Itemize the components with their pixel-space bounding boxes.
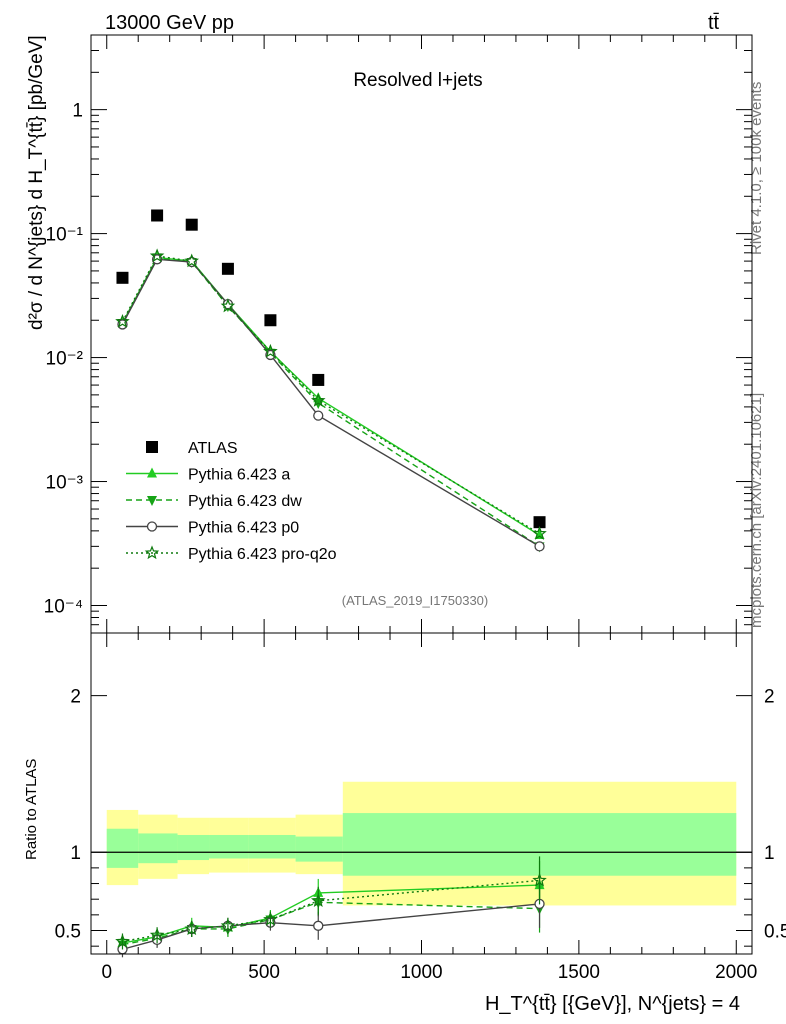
data-point-0-0	[116, 271, 129, 284]
data-point-4-4	[263, 343, 278, 358]
series-line-1	[121, 256, 540, 536]
data-point-0-4	[264, 314, 277, 327]
ratio-y-tick-label-right: 1	[764, 843, 775, 864]
inner-uncertainty-band	[295, 836, 343, 862]
legend-marker-1	[147, 467, 157, 478]
ratio-point-3-1	[149, 927, 165, 942]
data-point-0-2	[185, 218, 198, 231]
data-point-4-0	[115, 313, 130, 328]
ratio-line-1	[122, 901, 540, 946]
ratio-y-tick-label: 0.5	[55, 922, 81, 943]
data-point-4-1	[149, 248, 165, 263]
y-tick-label: 10⁻⁴	[44, 596, 83, 617]
y-tick-label: 10⁻³	[46, 473, 84, 494]
y-axis-label: d²σ / d N^{jets} d H_T^{tt̄} [pb/GeV]	[26, 35, 47, 330]
ratio-y-tick-label: 1	[70, 843, 81, 864]
ratio-y-tick-label-right: 0.5	[764, 922, 786, 943]
main-plot-area	[115, 209, 547, 553]
y-tick-label: 10⁻¹	[46, 225, 84, 246]
y-tick-label: 10⁻²	[46, 349, 84, 370]
data-point-0-1	[151, 209, 164, 222]
inner-uncertainty-band	[248, 834, 296, 859]
data-point-0-5	[312, 373, 325, 386]
x-tick-label: 1000	[400, 962, 442, 983]
mcplots-label: mcplots.cern.ch [arXiv:2401.10621]	[748, 393, 765, 628]
x-axis-label: H_T^{tt̄} [{GeV}], N^{jets} = 4	[485, 993, 740, 1015]
series-line-2	[121, 257, 540, 547]
x-tick-label: 500	[248, 962, 280, 983]
data-point-3-2	[186, 256, 197, 268]
legend-label-2: Pythia 6.423 dw	[188, 493, 302, 510]
ratio-point-3-4	[263, 911, 278, 926]
ratio-point-3-6	[532, 872, 547, 887]
inner-uncertainty-band	[177, 834, 210, 861]
main-axis-ticks: 1 10⁻¹ 10⁻² 10⁻³ 10⁻⁴	[44, 34, 752, 634]
ratio-y-axis-label: Ratio to ATLAS	[23, 759, 40, 860]
data-point-0-3	[221, 262, 234, 275]
x-tick-label: 0	[101, 962, 112, 983]
ratio-axis-ticks: 0.5 0.5 1 1 2 2 0 500 1000 1500 2000	[55, 633, 786, 983]
ratio-panel: 0.5 0.5 1 1 2 2 0 500 1000 1500 2000 Ratio to ATLA…	[23, 632, 786, 1015]
legend-marker-3	[146, 521, 158, 532]
legend-label-3: Pythia 6.423 p0	[188, 520, 299, 537]
data-point-4-3	[220, 298, 236, 313]
ratio-point-3-0	[115, 933, 130, 948]
ratio-plot-area	[91, 781, 752, 958]
y-tick-label: 1	[72, 101, 83, 122]
data-point-3-6	[534, 541, 545, 552]
inner-uncertainty-band	[106, 828, 139, 868]
data-point-4-6	[532, 525, 547, 540]
main-frame	[90, 34, 753, 634]
series-line-3	[121, 258, 540, 548]
ratio-y-tick-label-right: 2	[764, 687, 775, 708]
series-line-4	[121, 255, 540, 535]
inner-uncertainty-band	[209, 834, 249, 859]
ratio-y-tick-label: 2	[70, 687, 81, 708]
data-point-4-5	[310, 392, 326, 407]
chart-title: Resolved l+jets	[353, 70, 482, 91]
rivet-label: Rivet 4.1.0, ≥ 100k events	[748, 82, 765, 255]
energy-label: 13000 GeV pp	[105, 12, 234, 34]
analysis-id-label: (ATLAS_2019_I1750330)	[342, 593, 488, 608]
legend-marker-2	[147, 496, 157, 506]
legend-label-0: ATLAS	[188, 440, 238, 457]
process-label: tt̄	[708, 12, 720, 34]
x-tick-label: 1500	[558, 962, 600, 983]
data-point-3-5	[313, 410, 324, 421]
legend-label-1: Pythia 6.423 a	[188, 467, 290, 484]
legend-marker-0	[146, 441, 158, 453]
inner-uncertainty-band	[138, 833, 178, 864]
main-panel: 1 10⁻¹ 10⁻² 10⁻³ 10⁻⁴ Resolved l+jets (ATLAS…	[26, 34, 753, 634]
legend-label-4: Pythia 6.423 pro-q2o	[188, 546, 337, 563]
legend-marker-4	[144, 545, 160, 560]
data-point-4-2	[184, 253, 199, 268]
data-point-0-6	[533, 516, 546, 529]
legend: ATLAS Pythia 6.423 a Pythia 6.423 dw Pythia…	[126, 440, 337, 563]
ratio-point-2-5	[313, 920, 324, 931]
ratio-point-3-3	[220, 918, 236, 933]
ratio-point-3-2	[184, 921, 199, 936]
x-tick-label: 2000	[715, 962, 757, 983]
ratio-point-3-5	[310, 893, 326, 907]
